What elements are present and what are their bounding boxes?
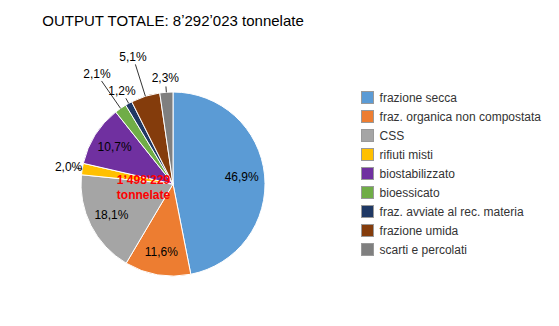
svg-text:2,0%: 2,0% — [55, 160, 83, 174]
html-text:frazione secca: frazione secca — [379, 90, 457, 105]
html-text:bioessicato: bioessicato — [379, 185, 440, 200]
html-text:CSS: CSS — [379, 128, 405, 143]
svg-text:2,1%: 2,1% — [83, 67, 111, 81]
svg-text:18,1%: 18,1% — [94, 208, 128, 222]
html-text:rifiuti misti: rifiuti misti — [379, 147, 433, 162]
html-text:scarti e percolati: scarti e percolati — [379, 242, 467, 257]
svg-text:5,1%: 5,1% — [119, 50, 147, 64]
svg-text:2,3%: 2,3% — [152, 71, 180, 85]
html-text:OUTPUT TOTALE: 8ʼ292ʼ023 tonne: OUTPUT TOTALE: 8ʼ292ʼ023 tonnelate — [42, 12, 304, 29]
html-text:frazione umida: frazione umida — [379, 223, 459, 238]
html-text:fraz. avviate al rec. materia: fraz. avviate al rec. materia — [379, 204, 524, 219]
svg-text:46,9%: 46,9% — [225, 170, 259, 184]
html-text:1ʼ498ʼ229: 1ʼ498ʼ229 — [116, 173, 171, 187]
html-text:biostabilizzato: biostabilizzato — [379, 166, 455, 181]
svg-text:11,6%: 11,6% — [145, 245, 178, 259]
svg-text:1,2%: 1,2% — [108, 84, 136, 98]
html-text:tonnelate: tonnelate — [116, 188, 171, 203]
svg-text:10,7%: 10,7% — [98, 140, 132, 154]
html-text:fraz. organica non compostata: fraz. organica non compostata — [379, 109, 541, 124]
